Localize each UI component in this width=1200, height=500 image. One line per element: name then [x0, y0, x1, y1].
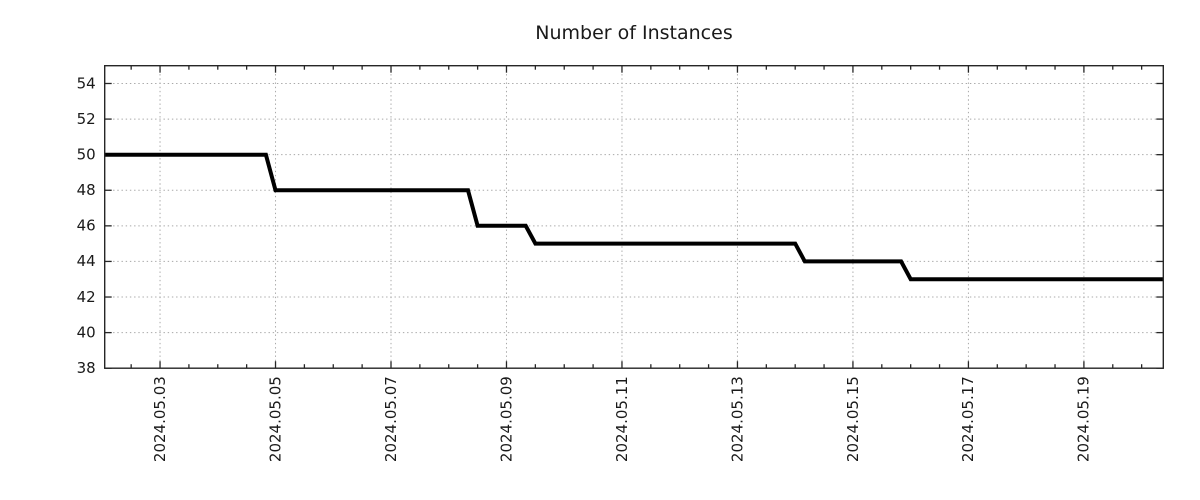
y-tick-label: 52 — [77, 110, 96, 128]
tick-layer — [104, 65, 1164, 369]
y-tick-label: 46 — [77, 217, 96, 235]
x-tick-label: 2024.05.09 — [497, 376, 515, 462]
chart-title: Number of Instances — [535, 22, 732, 44]
x-tick-label: 2024.05.03 — [151, 376, 169, 462]
x-tick-label: 2024.05.05 — [266, 376, 284, 462]
y-tick-label: 50 — [77, 145, 96, 163]
x-tick-label: 2024.05.07 — [382, 376, 400, 462]
grid-layer — [104, 65, 1164, 369]
x-tick-label: 2024.05.11 — [613, 376, 631, 462]
y-tick-label: 54 — [77, 74, 96, 92]
y-tick-label: 48 — [77, 181, 96, 199]
x-tick-label: 2024.05.15 — [844, 376, 862, 462]
label-layer: 38 40 42 44 46 48 50 52 54 2024.05.03 2024.05.05 20… — [77, 74, 1093, 462]
y-tick-label: 40 — [77, 323, 96, 341]
x-tick-label: 2024.05.13 — [728, 376, 746, 462]
plot-border — [103, 64, 1164, 369]
series-layer — [104, 152, 1164, 282]
y-tick-label: 44 — [77, 252, 96, 270]
y-tick-label: 38 — [77, 359, 96, 377]
series-line-instances — [104, 152, 1164, 282]
x-tick-label: 2024.05.17 — [959, 376, 977, 462]
x-tick-label: 2024.05.19 — [1075, 376, 1093, 462]
y-tick-label: 42 — [77, 288, 96, 306]
